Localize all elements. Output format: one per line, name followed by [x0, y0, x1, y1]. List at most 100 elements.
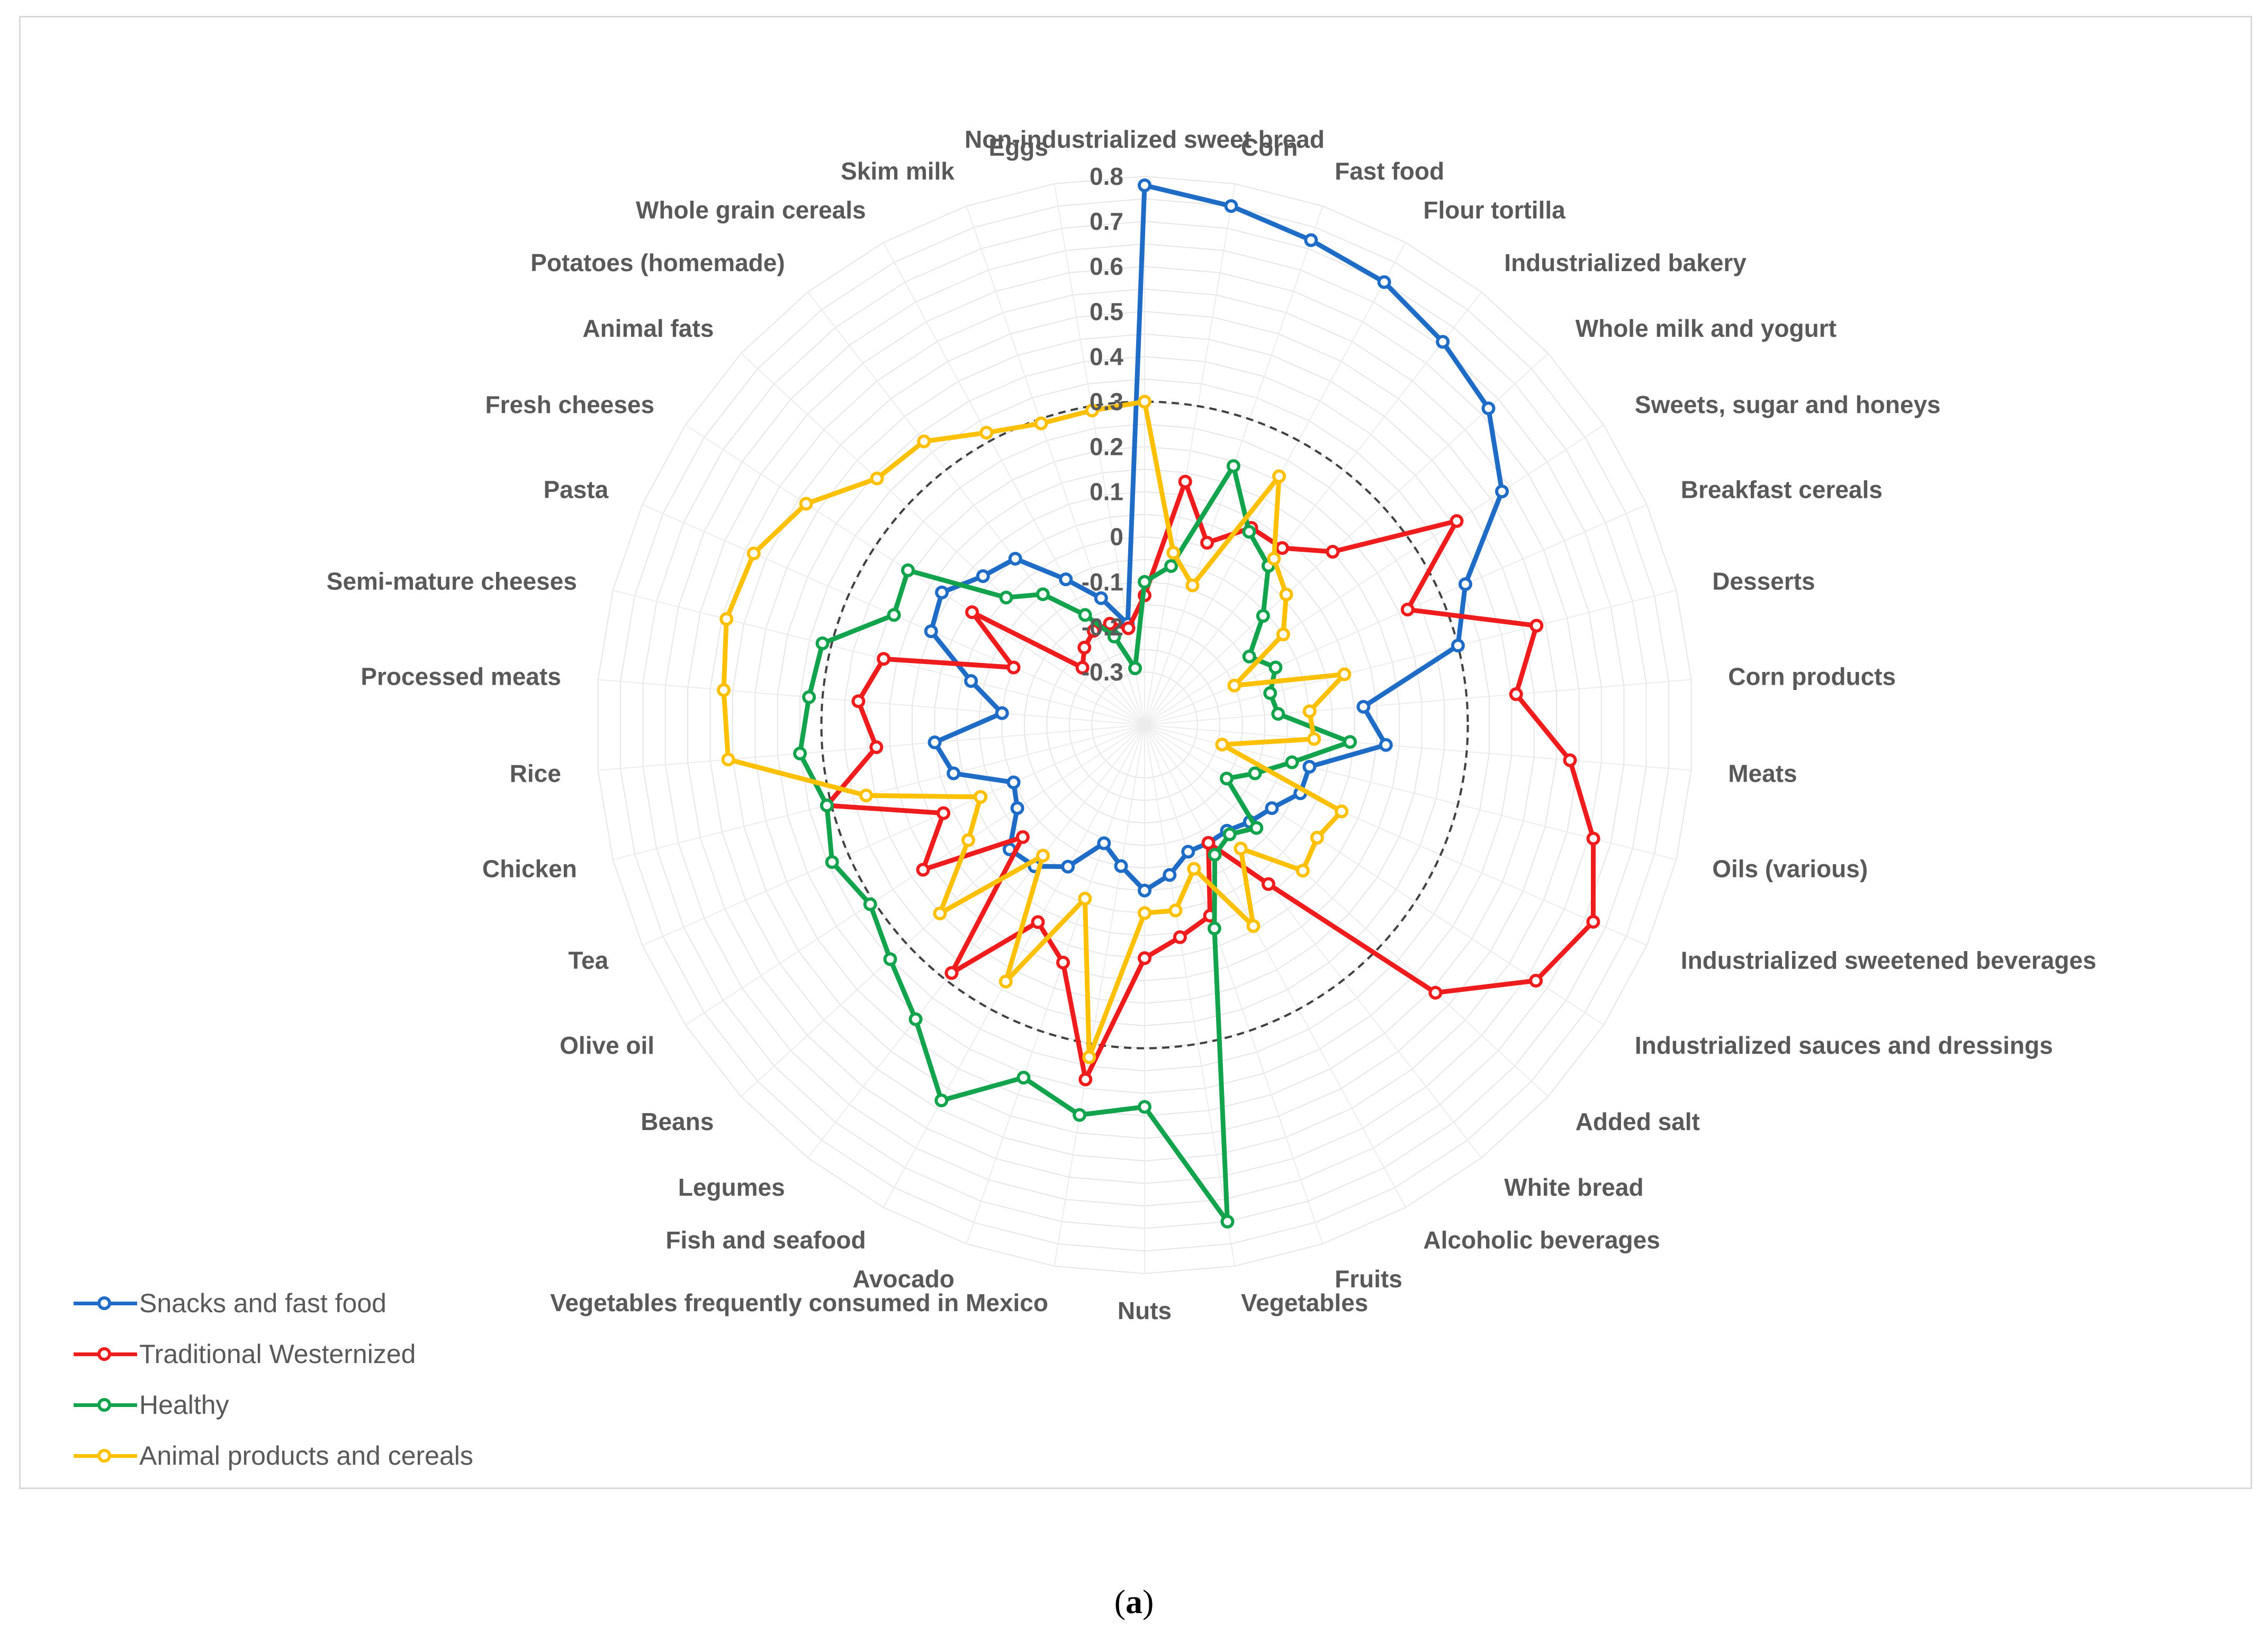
data-point: [1208, 848, 1222, 862]
data-point: [937, 806, 951, 820]
data-point: [1234, 841, 1248, 856]
data-point: [974, 790, 988, 804]
series-line: [721, 399, 1347, 1060]
data-point: [1138, 951, 1151, 965]
data-point: [944, 966, 959, 980]
data-point: [908, 1012, 923, 1026]
data-point: [933, 906, 947, 920]
legend-label: Traditional Westernized: [139, 1339, 416, 1369]
grid-spoke: [1144, 724, 1691, 771]
category-label: White bread: [1504, 1173, 1643, 1201]
category-label: Breakfast cereals: [1681, 476, 1883, 504]
category-label: Rice: [510, 759, 561, 787]
grid-spoke: [1144, 183, 1236, 725]
data-point: [1078, 1072, 1093, 1087]
category-label: Avocado: [852, 1265, 955, 1293]
data-point: [1077, 640, 1092, 655]
data-point: [815, 636, 830, 650]
category-label: Processed meats: [361, 663, 561, 691]
grid-spoke: [598, 679, 1145, 725]
tick-label: 0.5: [1090, 298, 1123, 325]
data-point: [1201, 836, 1216, 850]
data-point: [1006, 660, 1021, 675]
legend-swatch-icon: [74, 1445, 137, 1466]
data-point: [924, 624, 938, 639]
category-label: Alcoholic beverages: [1423, 1226, 1660, 1254]
data-point: [863, 897, 877, 911]
category-label: Nuts: [1118, 1297, 1172, 1324]
data-point: [1168, 903, 1183, 918]
data-point: [916, 863, 930, 877]
grid-spoke: [1144, 724, 1236, 1267]
data-point: [1220, 772, 1234, 786]
data-point: [1222, 827, 1237, 841]
category-label: Chicken: [482, 855, 577, 883]
data-point: [1451, 639, 1465, 653]
series-1: [820, 474, 1600, 1087]
data-point: [820, 799, 834, 812]
data-point: [979, 426, 994, 440]
data-point: [1138, 178, 1151, 192]
category-label: Oils (various): [1712, 855, 1868, 883]
grid-spoke: [883, 724, 1145, 1208]
radial-tick-labels: -0.3 -0.2 -0.1 0 0.1 0.2 0.3 0.4 0.5 0.6 0.7 0.8: [1082, 163, 1124, 686]
chart-frame: Non-industrialized sweet bread Corn Fast f…: [19, 16, 2252, 1489]
category-label: Flour tortilla: [1423, 196, 1565, 223]
tick-label: 0.4: [1090, 343, 1123, 370]
data-point: [1272, 469, 1286, 483]
data-point: [1056, 955, 1070, 970]
category-label: Non-industrialized sweet bread: [965, 126, 1325, 153]
data-point: [928, 735, 942, 749]
data-point: [1138, 1100, 1151, 1114]
data-point: [1138, 906, 1151, 920]
grid-spoke: [1144, 724, 1549, 1097]
legend-label: Animal products and cereals: [139, 1441, 473, 1471]
data-point: [870, 471, 884, 486]
data-point: [1121, 621, 1136, 635]
category-label: Fruits: [1335, 1265, 1402, 1293]
category-label: Legumes: [678, 1173, 785, 1201]
data-point: [1256, 609, 1270, 623]
data-point: [1227, 678, 1241, 693]
grid-spoke: [1144, 291, 1482, 725]
data-point: [1271, 707, 1285, 721]
data-point: [1242, 525, 1256, 539]
data-point: [1085, 404, 1099, 418]
data-point: [1249, 821, 1264, 835]
data-point: [995, 706, 1009, 720]
category-label: Eggs: [989, 133, 1048, 161]
category-label: Fast food: [1335, 157, 1444, 185]
legend-item-healthy: Healthy: [74, 1379, 473, 1430]
data-point: [1181, 845, 1195, 859]
data-point: [1458, 577, 1472, 592]
grid-spoke: [883, 242, 1145, 725]
grid-spoke: [613, 724, 1145, 861]
legend-item-animal: Animal products and cereals: [74, 1430, 473, 1481]
data-point: [917, 434, 931, 449]
legend-swatch-icon: [74, 1394, 137, 1415]
data-point: [961, 833, 975, 847]
data-point: [869, 740, 884, 754]
legend-item-snacks: Snacks and fast food: [74, 1278, 473, 1329]
legend-label: Snacks and fast food: [139, 1288, 386, 1318]
data-point: [901, 563, 915, 577]
data-point: [1094, 591, 1108, 605]
grid-spoke: [1054, 724, 1145, 1267]
data-point: [1276, 628, 1290, 641]
data-point: [1036, 848, 1050, 863]
tick-label: 0.1: [1090, 478, 1123, 506]
data-point: [799, 497, 813, 511]
grid-spoke: [685, 424, 1145, 725]
category-label: Vegetables frequently consumed in Mexico: [550, 1289, 1048, 1316]
category-label: Added salt: [1576, 1108, 1700, 1135]
legend-item-traditional: Traditional Westernized: [74, 1329, 473, 1379]
data-point: [1302, 759, 1317, 774]
data-point: [1207, 921, 1221, 936]
data-point: [965, 605, 979, 620]
data-point: [1164, 559, 1178, 573]
data-point: [1006, 775, 1021, 790]
data-point: [1529, 619, 1544, 633]
tick-label: 0.2: [1090, 433, 1123, 461]
category-label: Industrialized bakery: [1504, 249, 1747, 276]
data-point: [947, 766, 961, 781]
